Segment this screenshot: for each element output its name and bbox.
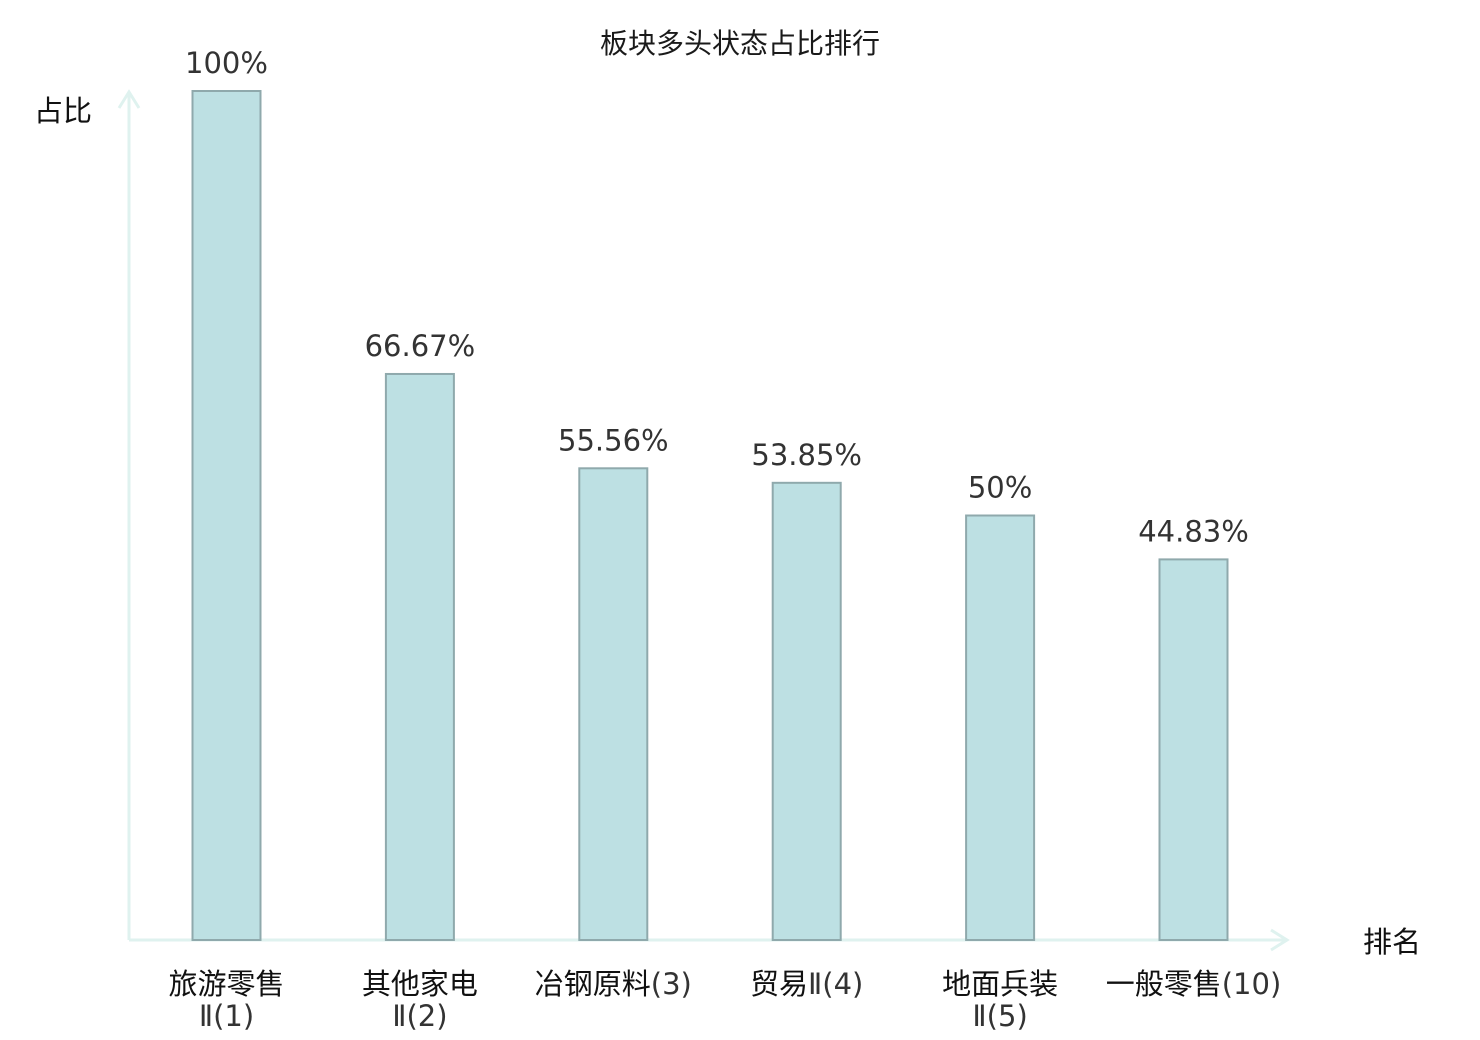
x-axis-arrow xyxy=(1270,928,1290,952)
chart-title: 板块多头状态占比排行 xyxy=(600,27,880,60)
bar-3 xyxy=(578,467,649,941)
category-label-5: 地面兵装 Ⅱ(5) xyxy=(942,967,1058,1033)
value-label-5: 50% xyxy=(968,471,1032,505)
axes xyxy=(117,89,1290,952)
bar-2 xyxy=(384,372,455,942)
bar-5 xyxy=(965,514,1036,941)
bar-1 xyxy=(191,90,262,941)
value-label-1: 100% xyxy=(185,46,268,80)
category-rank-4: Ⅱ(4) xyxy=(808,967,863,1001)
category-name-6: 一般零售 xyxy=(1106,967,1222,1001)
value-label-3: 55.56% xyxy=(558,423,669,457)
category-label-3: 冶钢原料(3) xyxy=(535,967,692,1001)
category-label-1: 旅游零售 Ⅱ(1) xyxy=(168,967,284,1033)
category-name-3: 冶钢原料 xyxy=(535,967,651,1001)
bars-group xyxy=(191,90,1229,942)
category-label-6: 一般零售(10) xyxy=(1106,967,1282,1001)
category-rank-5: Ⅱ(5) xyxy=(972,999,1027,1033)
category-rank-3: (3) xyxy=(651,967,692,1001)
category-rank-1: Ⅱ(1) xyxy=(199,999,254,1033)
category-name-2: 其他家电 xyxy=(362,967,478,1001)
value-label-4: 53.85% xyxy=(751,438,862,472)
value-label-6: 44.83% xyxy=(1138,514,1249,548)
category-name-5: 地面兵装 xyxy=(942,967,1058,1001)
category-rank-2: Ⅱ(2) xyxy=(392,999,447,1033)
category-name-1: 旅游零售 xyxy=(168,967,284,1001)
category-rank-6: (10) xyxy=(1222,967,1282,1001)
bar-4 xyxy=(771,481,842,941)
category-labels-group: 旅游零售 Ⅱ(1) 其他家电 Ⅱ(2) 冶钢原料(3) 贸易Ⅱ(4) 地面兵装 Ⅱ(5) 一般零… xyxy=(168,967,1281,1033)
y-axis-label: 占比 xyxy=(34,94,92,128)
bar-6 xyxy=(1158,558,1229,941)
y-axis-arrow xyxy=(117,89,141,109)
category-label-4: 贸易Ⅱ(4) xyxy=(750,967,863,1001)
category-name-4: 贸易 xyxy=(750,967,808,1001)
value-labels-group: 100% 66.67% 55.56% 53.85% 50% 44.83% xyxy=(185,46,1249,548)
category-label-2: 其他家电 Ⅱ(2) xyxy=(362,967,478,1033)
x-axis-label: 排名 xyxy=(1363,925,1421,959)
value-label-2: 66.67% xyxy=(365,329,476,363)
